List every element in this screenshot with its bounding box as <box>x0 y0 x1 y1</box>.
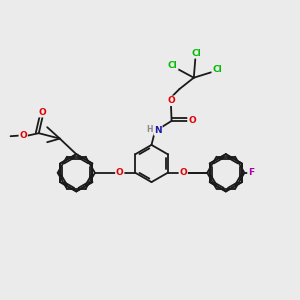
Text: O: O <box>116 168 124 177</box>
Text: O: O <box>38 108 46 117</box>
Text: Cl: Cl <box>212 65 222 74</box>
Text: O: O <box>167 96 175 105</box>
Text: N: N <box>154 126 162 135</box>
Text: O: O <box>188 116 196 125</box>
Text: Cl: Cl <box>192 49 202 58</box>
Text: O: O <box>19 131 27 140</box>
Text: F: F <box>248 168 254 177</box>
Text: O: O <box>179 168 187 177</box>
Text: Cl: Cl <box>168 61 178 70</box>
Text: H: H <box>146 125 153 134</box>
